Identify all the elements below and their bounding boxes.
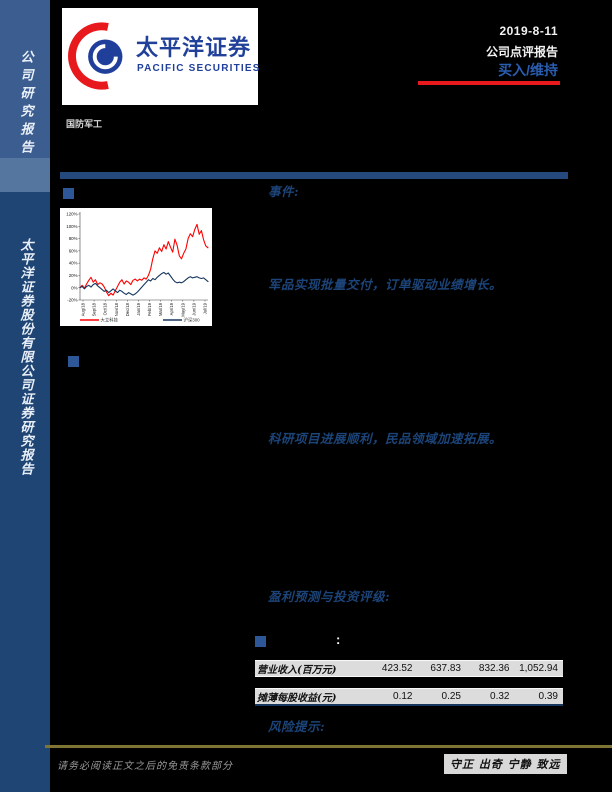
key-point-1: 军品实现批量交付，订单驱动业绩增长。 bbox=[268, 277, 503, 292]
key-point-2: 科研项目进展顺利，民品领域加速拓展。 bbox=[268, 431, 503, 446]
report-type: 公司点评报告 bbox=[485, 45, 558, 59]
table-row: 营业收入(百万元) 423.52 637.83 832.36 1,052.94 bbox=[255, 660, 563, 677]
svg-text:May/19: May/19 bbox=[180, 302, 185, 316]
event-heading: 事件: bbox=[268, 184, 300, 199]
svg-text:Jul/19: Jul/19 bbox=[203, 302, 208, 314]
report-date: 2019-8-11 bbox=[499, 24, 558, 38]
sidebar-report-type-label: 公司研究报告 bbox=[17, 50, 33, 158]
bullet-square bbox=[63, 188, 74, 199]
table-cell: 0.32 bbox=[490, 691, 510, 702]
sidebar-company-label: 太平洋证券股份有限公司证券研究报告 bbox=[17, 238, 33, 476]
svg-text:沪深300: 沪深300 bbox=[184, 317, 201, 324]
stock-performance-chart: 120% 100% 80% 60% 40% 20% 0% -20% Aug/18 Sep/18 Oc… bbox=[66, 212, 209, 324]
sidebar-divider-band bbox=[0, 158, 50, 192]
sidebar-main-section: 太平洋证券股份有限公司证券研究报告 bbox=[0, 192, 50, 792]
svg-text:Nov/18: Nov/18 bbox=[114, 302, 119, 316]
table-cell: 0.25 bbox=[441, 691, 461, 702]
table-cell: 637.83 bbox=[430, 663, 461, 674]
logo-title-cn: 太平洋证券 bbox=[136, 35, 252, 60]
performance-chart-box: 120% 100% 80% 60% 40% 20% 0% -20% Aug/18 Sep/18 Oc… bbox=[60, 208, 212, 326]
table-cell: 423.52 bbox=[381, 663, 413, 674]
svg-text:40%: 40% bbox=[69, 261, 78, 266]
svg-text:Sep/18: Sep/18 bbox=[92, 302, 97, 316]
bullet-square bbox=[255, 636, 266, 647]
rating-underline bbox=[418, 81, 560, 85]
section-divider-bar bbox=[60, 172, 568, 179]
sidebar: 公司研究报告 太平洋证券股份有限公司证券研究报告 bbox=[0, 0, 50, 792]
table-row: 摊薄每股收益(元) 0.12 0.25 0.32 0.39 bbox=[255, 688, 563, 706]
svg-text:100%: 100% bbox=[66, 224, 77, 229]
svg-text:20%: 20% bbox=[69, 273, 78, 278]
svg-text:Mar/19: Mar/19 bbox=[158, 302, 163, 316]
table-cell: 0.39 bbox=[538, 691, 558, 702]
footer-divider bbox=[45, 745, 612, 748]
table-row-label: 营业收入(百万元) bbox=[257, 665, 337, 676]
svg-text:60%: 60% bbox=[69, 248, 78, 253]
svg-text:大立科技: 大立科技 bbox=[101, 317, 119, 324]
svg-text:-20%: -20% bbox=[67, 298, 77, 303]
svg-text:120%: 120% bbox=[66, 212, 77, 217]
svg-text:Aug/18: Aug/18 bbox=[81, 302, 86, 316]
svg-text:Apr/19: Apr/19 bbox=[169, 302, 174, 315]
svg-text:Jun/19: Jun/19 bbox=[191, 302, 196, 315]
logo-box: 太平洋证券 PACIFIC SECURITIES bbox=[62, 8, 261, 105]
pacific-securities-logo-icon bbox=[68, 22, 123, 90]
bullet-square bbox=[68, 356, 79, 367]
motto-badge: 守正 出奇 宁静 致远 bbox=[444, 754, 567, 774]
svg-text:Oct/18: Oct/18 bbox=[103, 302, 108, 315]
disclaimer-text: 请务必阅读正文之后的免责条款部分 bbox=[57, 761, 233, 772]
svg-text:0%: 0% bbox=[71, 285, 77, 290]
financial-table: 营业收入(百万元) 423.52 637.83 832.36 1,052.94 摊薄每股收… bbox=[255, 660, 563, 706]
svg-text:Jan/19: Jan/19 bbox=[136, 302, 141, 315]
table-cell: 1,052.94 bbox=[519, 663, 558, 674]
industry-label: 国防军工 bbox=[66, 120, 103, 130]
svg-text:Dec/18: Dec/18 bbox=[125, 302, 130, 316]
table-row-label: 摊薄每股收益(元) bbox=[257, 693, 337, 704]
risk-heading: 风险提示: bbox=[268, 719, 326, 734]
table-cell: 0.12 bbox=[393, 691, 413, 702]
svg-text:Feb/19: Feb/19 bbox=[147, 302, 152, 316]
sidebar-top-section: 公司研究报告 bbox=[0, 0, 50, 158]
svg-text:80%: 80% bbox=[69, 236, 78, 241]
logo-subtitle-en: PACIFIC SECURITIES bbox=[137, 63, 261, 74]
table-title-colon: : bbox=[336, 632, 341, 647]
table-cell: 832.36 bbox=[478, 663, 510, 674]
rating-badge: 买入/维持 bbox=[498, 62, 558, 78]
profit-forecast-heading: 盈利预测与投资评级: bbox=[268, 589, 391, 604]
